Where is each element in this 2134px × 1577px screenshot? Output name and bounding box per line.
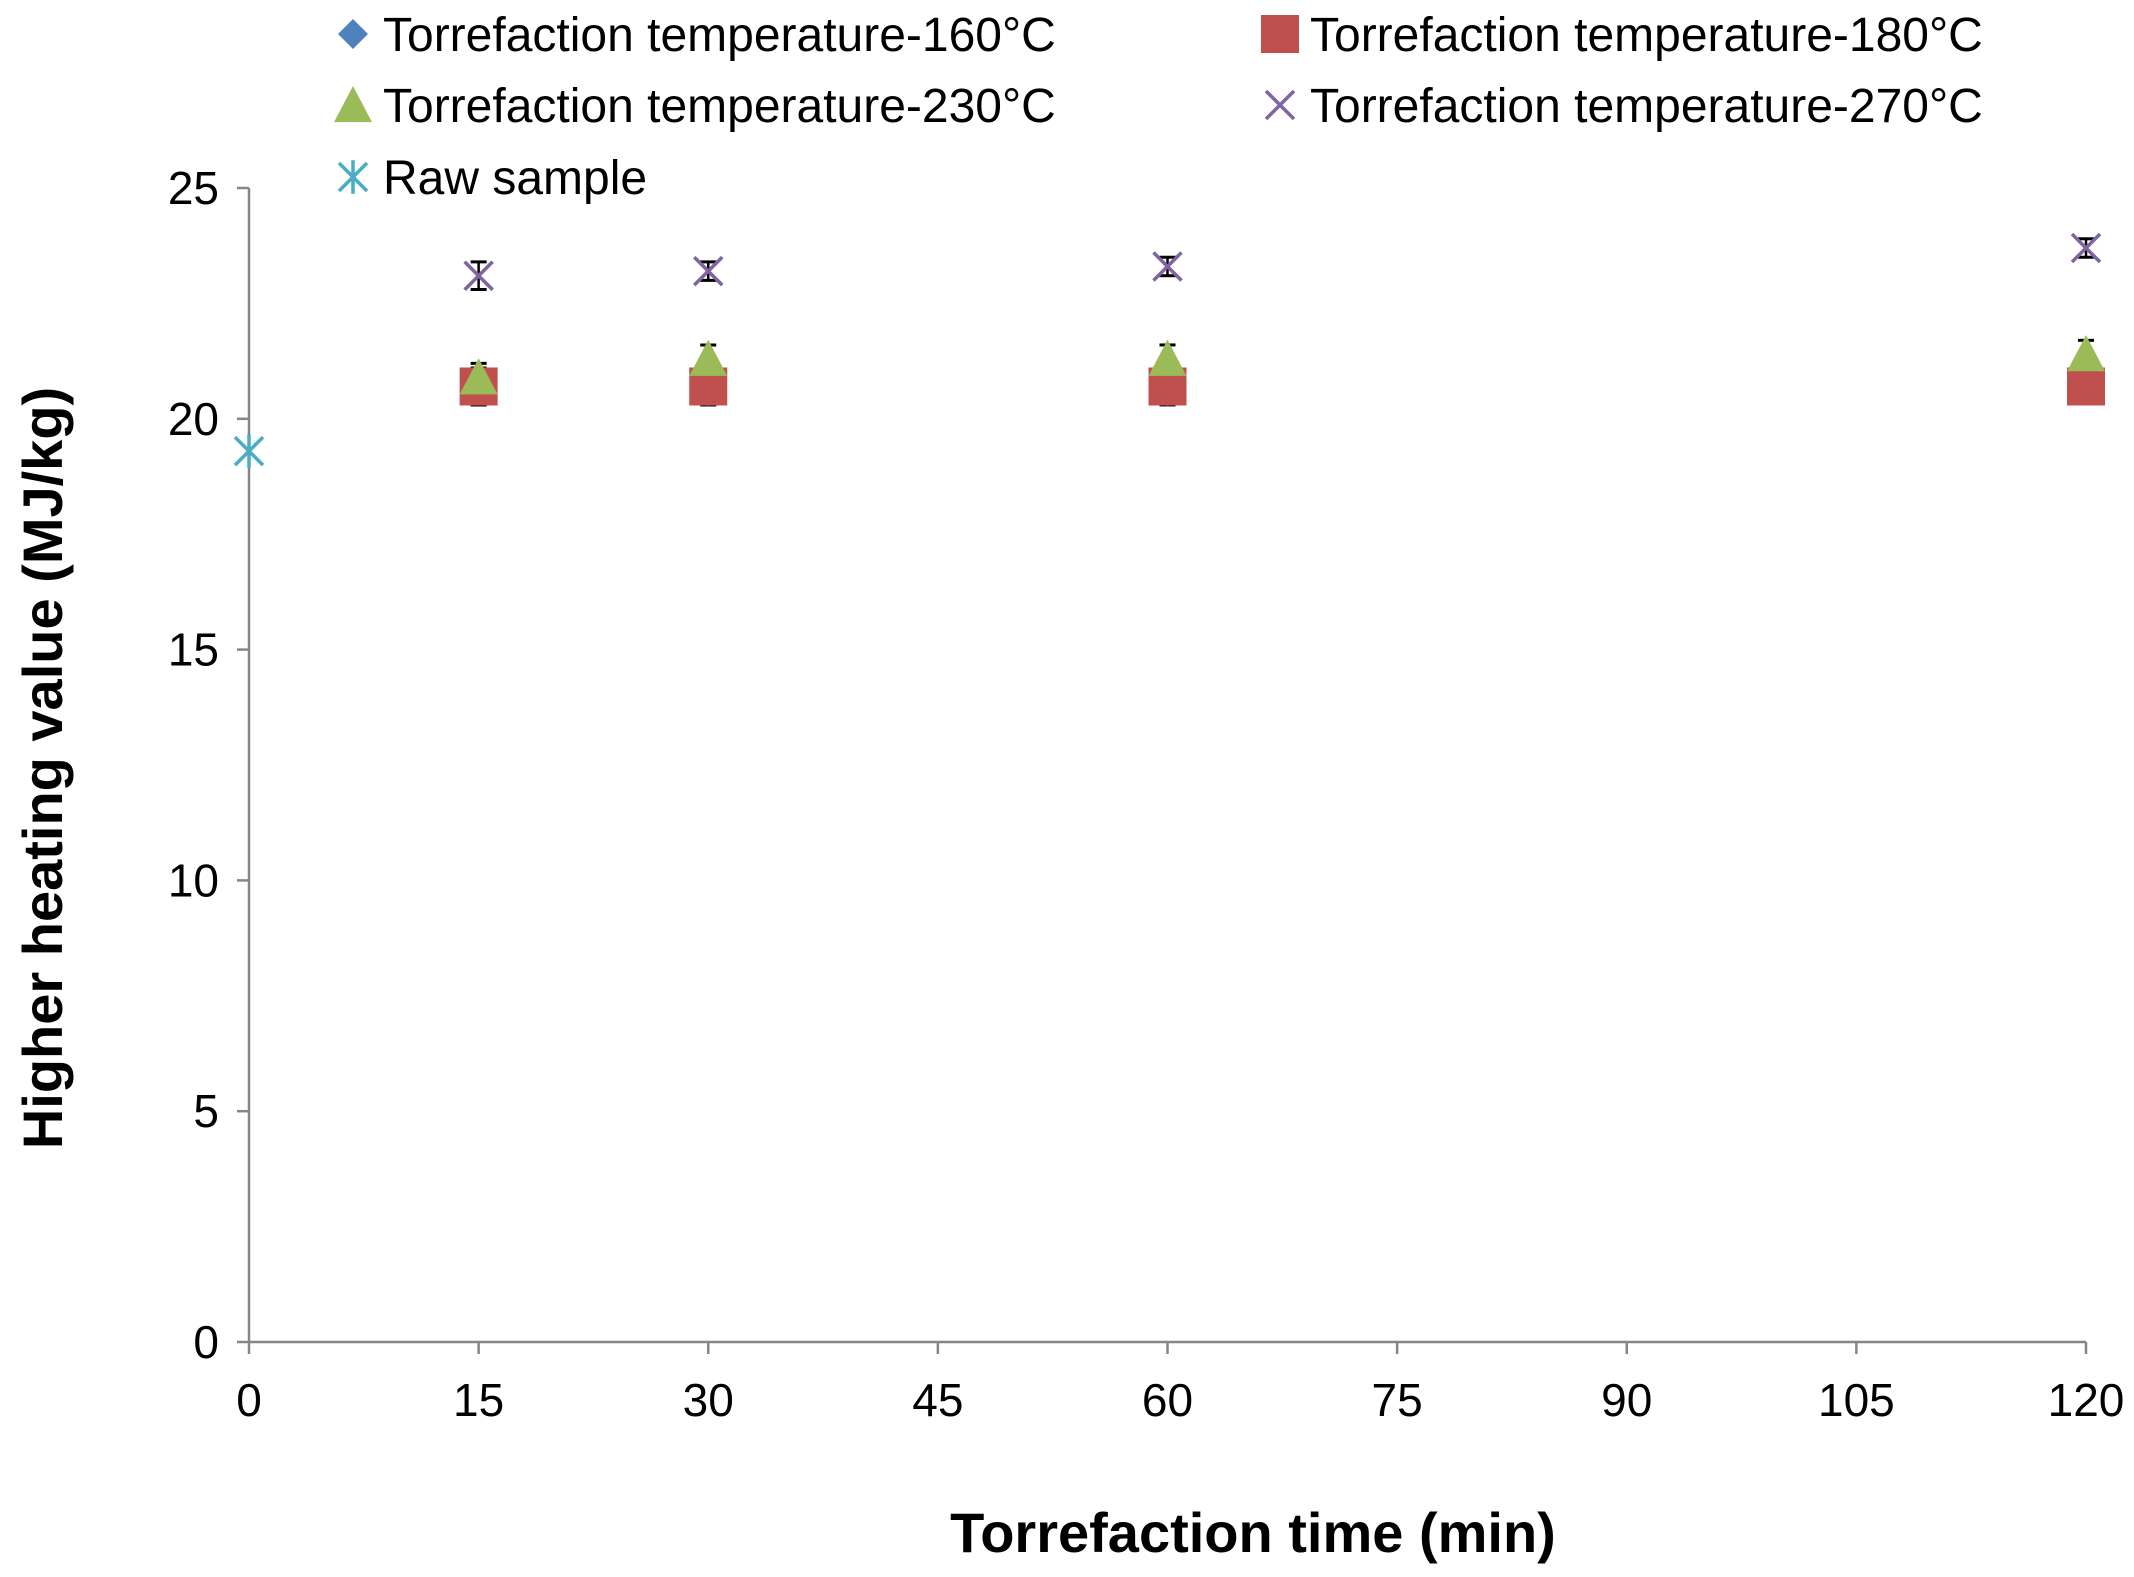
marks-layer (233, 232, 2105, 468)
y-tick-label: 15 (168, 624, 219, 676)
marker-stroke (1152, 251, 1183, 282)
y-tick-label: 25 (168, 162, 219, 214)
series-3 (459, 335, 2105, 395)
series-5 (233, 434, 265, 468)
legend-label: Raw sample (383, 152, 647, 205)
data-point (689, 339, 728, 376)
x-tick-label: 15 (453, 1374, 504, 1426)
series-4 (463, 232, 2102, 292)
legend-marker (1261, 15, 1299, 53)
marker-stroke (463, 260, 494, 291)
legend-entry: Torrefaction temperature-160°C (338, 9, 1056, 62)
legend: Torrefaction temperature-160°C Torrefacti… (334, 9, 1983, 205)
data-point (233, 434, 265, 468)
data-point (693, 255, 724, 287)
y-axis-title: Higher heating value (MJ/kg) (11, 387, 74, 1149)
x-tick-label: 0 (236, 1374, 262, 1426)
y-tick-label: 0 (193, 1316, 219, 1368)
legend-entry: Torrefaction temperature-230°C (334, 80, 1056, 133)
legend-marker (337, 160, 369, 194)
data-point (2070, 232, 2102, 264)
legend-entry: Raw sample (337, 152, 647, 205)
x-tick-label: 105 (1818, 1374, 1895, 1426)
x-tick-label: 90 (1601, 1374, 1652, 1426)
x-tick-label: 60 (1142, 1374, 1193, 1426)
x-tick-label: 120 (2048, 1374, 2125, 1426)
legend-marker (1264, 89, 1296, 121)
axes-layer: 0 5 10 15 20 25 0 15 30 45 60 75 90 105 120 (168, 162, 2125, 1426)
legend-entry: Torrefaction temperature-180°C (1261, 9, 1983, 62)
data-point (1152, 251, 1183, 282)
x-tick-label: 75 (1372, 1374, 1423, 1426)
marker-stroke (2070, 232, 2102, 264)
data-point (463, 260, 494, 291)
y-tick-label: 5 (193, 1085, 219, 1137)
x-tick-label: 45 (912, 1374, 963, 1426)
legend-label: Torrefaction temperature-230°C (383, 80, 1056, 133)
legend-label: Torrefaction temperature-270°C (1310, 80, 1983, 133)
marker-stroke (1264, 89, 1296, 121)
marker-stroke (693, 255, 724, 287)
legend-label: Torrefaction temperature-160°C (383, 9, 1056, 62)
y-tick-label: 10 (168, 854, 219, 906)
y-tick-label: 20 (168, 393, 219, 445)
data-point (1148, 339, 1187, 376)
data-point (459, 358, 498, 395)
x-axis-title: Torrefaction time (min) (950, 1501, 1556, 1564)
data-point (2067, 367, 2105, 406)
x-tick-label: 30 (683, 1374, 734, 1426)
legend-label: Torrefaction temperature-180°C (1310, 9, 1983, 62)
legend-marker (338, 19, 368, 49)
data-point (2067, 335, 2105, 372)
legend-entry: Torrefaction temperature-270°C (1264, 80, 1983, 133)
legend-marker (334, 86, 372, 123)
